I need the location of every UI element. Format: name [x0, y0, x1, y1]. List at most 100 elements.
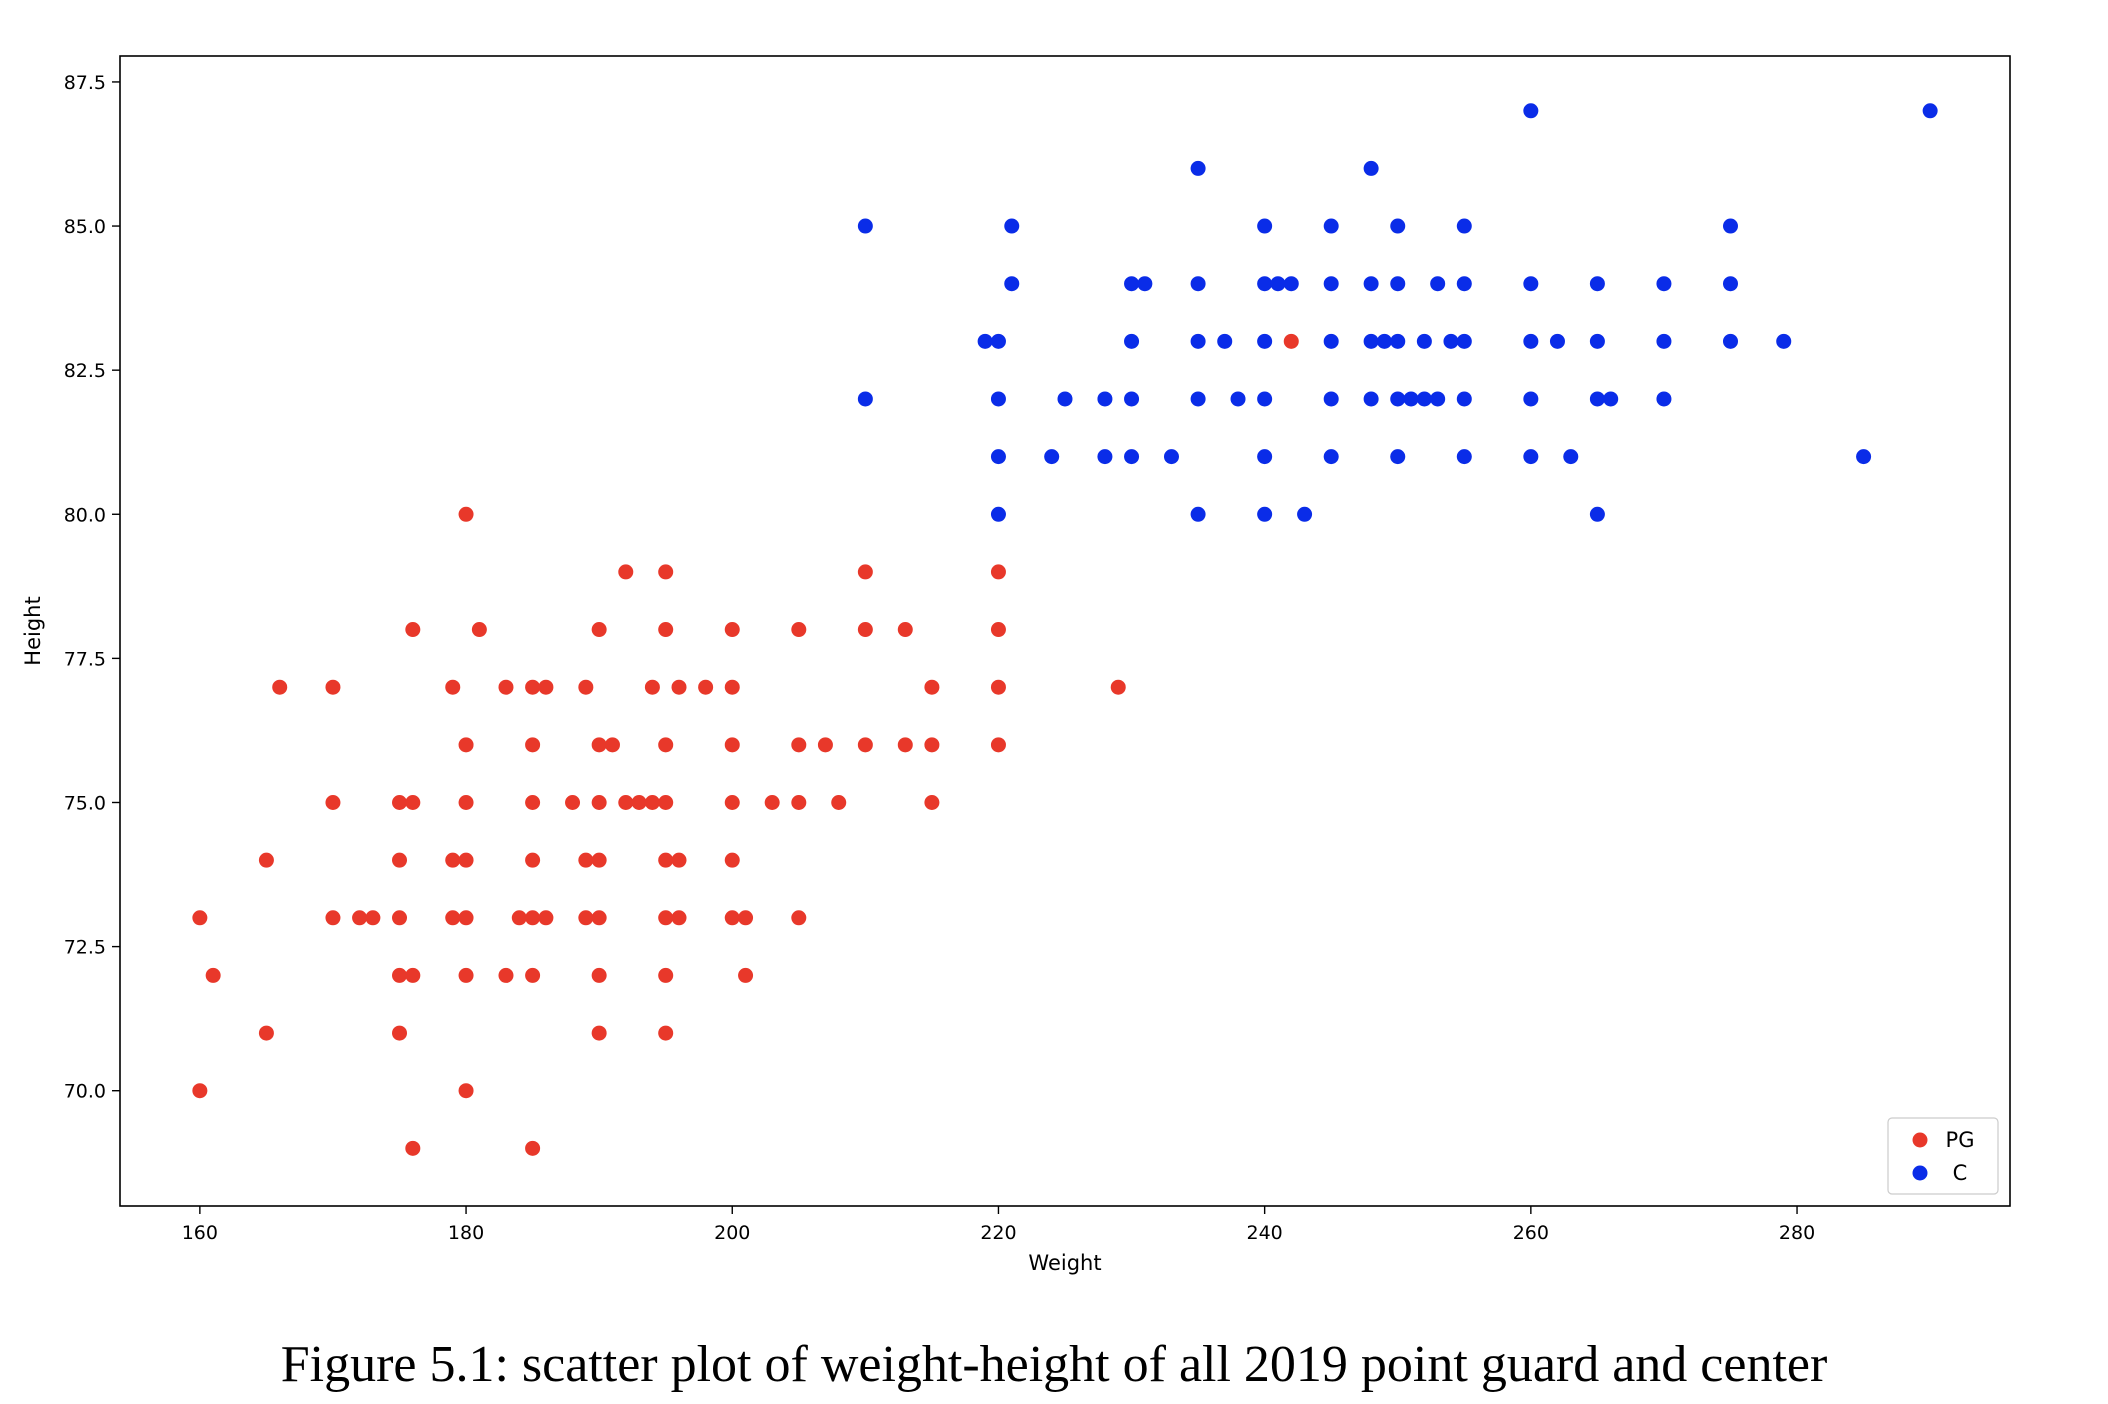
point-pg [525, 852, 541, 868]
point-pg [897, 737, 913, 753]
point-pg [405, 794, 421, 810]
point-c [1430, 276, 1446, 292]
point-c [1323, 449, 1339, 465]
point-pg [618, 564, 634, 580]
point-pg [392, 910, 408, 926]
point-c [1257, 276, 1273, 292]
point-pg [990, 622, 1006, 638]
point-pg [817, 737, 833, 753]
x-tick-label: 180 [448, 1222, 484, 1244]
point-c [1563, 449, 1579, 465]
point-pg [724, 737, 740, 753]
point-c [1163, 449, 1179, 465]
x-tick-label: 200 [714, 1222, 750, 1244]
point-pg [644, 794, 660, 810]
y-tick-label: 72.5 [64, 937, 106, 959]
legend: PG C [1887, 1117, 1999, 1195]
y-axis-ticks: 70.0 72.5 75.0 77.5 80.0 82.5 85.0 87.5 [64, 72, 120, 1103]
legend-marker-c [1912, 1165, 1928, 1181]
point-c [1323, 276, 1339, 292]
point-c [1124, 391, 1140, 407]
point-pg [538, 679, 554, 695]
point-c [1722, 218, 1738, 234]
point-c [990, 506, 1006, 522]
point-pg [538, 910, 554, 926]
point-pg [445, 910, 461, 926]
point-pg [671, 679, 687, 695]
point-pg [458, 1083, 474, 1099]
point-c [1430, 391, 1446, 407]
y-tick-label: 85.0 [64, 216, 106, 238]
point-pg [258, 852, 274, 868]
point-pg [365, 910, 381, 926]
point-pg [658, 910, 674, 926]
point-pg [857, 622, 873, 638]
point-c [1722, 276, 1738, 292]
point-pg [591, 852, 607, 868]
point-pg [658, 1025, 674, 1041]
point-c [1589, 276, 1605, 292]
point-pg [924, 679, 940, 695]
y-tick-label: 80.0 [64, 504, 106, 526]
point-pg [658, 967, 674, 983]
point-pg [591, 967, 607, 983]
plot-frame [119, 55, 2011, 1207]
point-pg [392, 794, 408, 810]
point-c [1443, 333, 1459, 349]
point-c [1456, 276, 1472, 292]
point-pg [831, 794, 847, 810]
point-c [1390, 391, 1406, 407]
point-pg [392, 1025, 408, 1041]
y-axis-label: Height [21, 596, 45, 665]
point-c [1549, 333, 1565, 349]
point-c [1257, 391, 1273, 407]
point-c [1323, 391, 1339, 407]
legend-label-pg: PG [1946, 1128, 1975, 1152]
point-pg [897, 622, 913, 638]
point-c [1124, 276, 1140, 292]
point-c [1390, 333, 1406, 349]
point-c [1230, 391, 1246, 407]
x-tick-label: 240 [1247, 1222, 1283, 1244]
point-pg [738, 910, 754, 926]
point-c [1523, 103, 1539, 119]
point-pg [591, 910, 607, 926]
point-pg [658, 737, 674, 753]
point-c [1363, 391, 1379, 407]
point-pg [565, 794, 581, 810]
point-pg [458, 852, 474, 868]
x-tick-label: 280 [1779, 1222, 1815, 1244]
point-c [1856, 449, 1872, 465]
point-pg [192, 1083, 208, 1099]
point-pg [671, 852, 687, 868]
point-c [1523, 449, 1539, 465]
point-c [1004, 218, 1020, 234]
point-pg [205, 967, 221, 983]
point-c [1190, 506, 1206, 522]
point-pg [990, 679, 1006, 695]
point-pg [258, 1025, 274, 1041]
point-pg [498, 679, 514, 695]
point-c [1257, 449, 1273, 465]
point-pg [591, 794, 607, 810]
point-pg [658, 622, 674, 638]
point-pg [658, 794, 674, 810]
point-c [1589, 333, 1605, 349]
point-c [1456, 333, 1472, 349]
point-c [1283, 276, 1299, 292]
point-c [1589, 391, 1605, 407]
point-c [1363, 276, 1379, 292]
point-c [1416, 391, 1432, 407]
point-c [1456, 449, 1472, 465]
point-pg [525, 737, 541, 753]
point-pg [924, 794, 940, 810]
y-tick-label: 87.5 [64, 72, 106, 94]
point-c [1257, 506, 1273, 522]
x-axis-ticks: 160 180 200 220 240 260 280 [182, 1206, 1815, 1244]
point-pg [1283, 333, 1299, 349]
point-pg [405, 1140, 421, 1156]
point-c [1044, 449, 1060, 465]
point-pg [272, 679, 288, 695]
point-c [857, 218, 873, 234]
